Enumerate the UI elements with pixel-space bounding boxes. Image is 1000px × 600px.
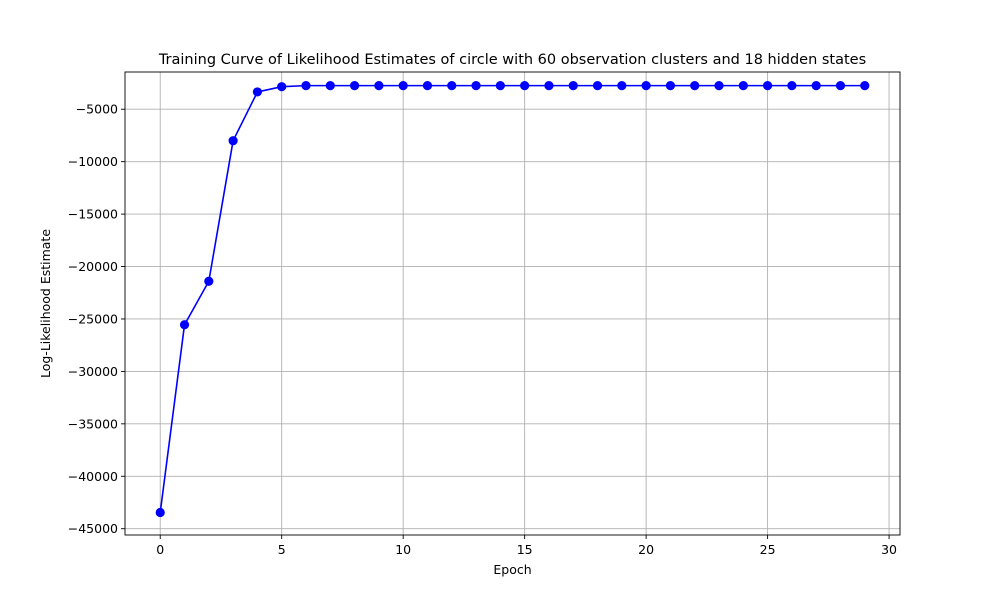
data-point (228, 136, 238, 146)
y-tick-label: −35000 (68, 416, 118, 431)
data-point (471, 81, 481, 91)
x-tick-label: 0 (156, 542, 164, 557)
data-point (398, 81, 408, 91)
x-tick-label: 10 (395, 542, 411, 557)
y-tick-label: −5000 (76, 102, 118, 117)
x-axis-label: Epoch (493, 562, 531, 577)
y-tick-label: −40000 (68, 469, 118, 484)
data-point (544, 81, 554, 91)
y-axis-label: Log-Likelihood Estimate (38, 229, 53, 378)
x-tick-label: 5 (278, 542, 286, 557)
data-point (179, 320, 190, 330)
y-tick-label: −20000 (68, 259, 118, 274)
data-point (204, 276, 214, 286)
data-point (714, 81, 724, 91)
data-point (641, 81, 651, 91)
data-point (301, 81, 311, 91)
data-point (592, 81, 603, 91)
data-point (422, 81, 433, 91)
data-point (690, 81, 700, 91)
data-point (860, 81, 870, 91)
grid (125, 72, 900, 535)
data-point (349, 81, 360, 91)
data-point (835, 81, 846, 91)
y-tick-label: −45000 (68, 521, 118, 536)
data-point (252, 87, 263, 97)
data-point (665, 81, 676, 91)
plot-frame (124, 71, 901, 536)
x-tick-label: 25 (760, 542, 776, 557)
y-tick-label: −25000 (68, 311, 118, 326)
chart-title: Training Curve of Likelihood Estimates o… (158, 52, 866, 68)
data-point (787, 81, 797, 91)
axis-ticks: 0 5 10 15 20 25 30 −45000 −40000 −35000 −30000 −250… (68, 102, 897, 557)
x-tick-label: 15 (517, 542, 533, 557)
plot-series (155, 81, 870, 518)
data-point (617, 81, 627, 91)
data-point (447, 81, 457, 91)
x-tick-label: 20 (638, 542, 654, 557)
y-tick-label: −15000 (68, 207, 118, 222)
data-point (520, 81, 530, 91)
data-point (277, 82, 287, 92)
data-point (495, 81, 505, 91)
data-point (811, 81, 821, 91)
data-point (762, 81, 773, 91)
data-point (738, 81, 748, 91)
data-point (325, 81, 335, 91)
y-tick-label: −30000 (68, 364, 118, 379)
x-tick-label: 30 (881, 542, 897, 557)
y-tick-label: −10000 (68, 154, 118, 169)
data-point (374, 81, 384, 91)
data-point (155, 507, 165, 518)
data-point (568, 81, 578, 91)
